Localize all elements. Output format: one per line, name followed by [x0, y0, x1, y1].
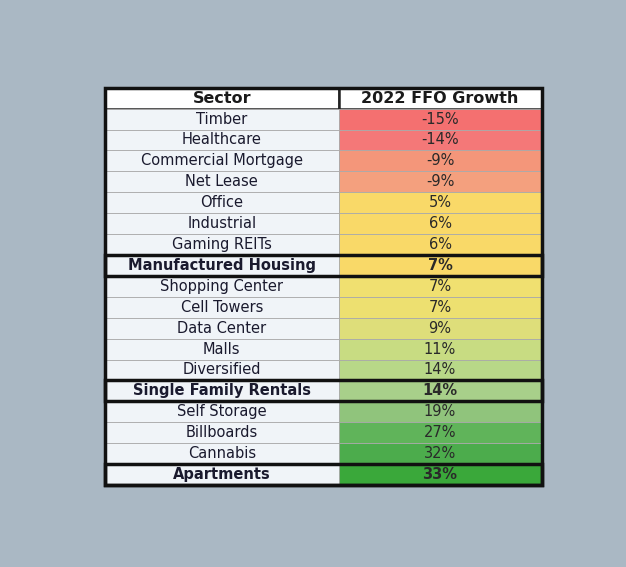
- FancyBboxPatch shape: [339, 422, 541, 443]
- FancyBboxPatch shape: [339, 255, 541, 276]
- Text: 2022 FFO Growth: 2022 FFO Growth: [361, 91, 519, 105]
- Text: Single Family Rentals: Single Family Rentals: [133, 383, 310, 399]
- FancyBboxPatch shape: [105, 380, 339, 401]
- Text: -15%: -15%: [421, 112, 459, 126]
- FancyBboxPatch shape: [339, 318, 541, 338]
- FancyBboxPatch shape: [105, 297, 339, 318]
- FancyBboxPatch shape: [105, 171, 339, 192]
- FancyBboxPatch shape: [339, 234, 541, 255]
- FancyBboxPatch shape: [105, 422, 339, 443]
- Text: 27%: 27%: [424, 425, 456, 440]
- Text: 7%: 7%: [428, 279, 451, 294]
- Text: 11%: 11%: [424, 341, 456, 357]
- FancyBboxPatch shape: [339, 213, 541, 234]
- FancyBboxPatch shape: [105, 401, 339, 422]
- FancyBboxPatch shape: [339, 401, 541, 422]
- Text: 7%: 7%: [428, 300, 451, 315]
- Text: Office: Office: [200, 195, 244, 210]
- FancyBboxPatch shape: [339, 338, 541, 359]
- Text: 14%: 14%: [423, 383, 458, 399]
- Text: 14%: 14%: [424, 362, 456, 378]
- FancyBboxPatch shape: [105, 464, 339, 485]
- FancyBboxPatch shape: [105, 213, 339, 234]
- Text: Billboards: Billboards: [185, 425, 258, 440]
- FancyBboxPatch shape: [339, 171, 541, 192]
- Text: 32%: 32%: [424, 446, 456, 461]
- FancyBboxPatch shape: [339, 297, 541, 318]
- Text: Data Center: Data Center: [177, 321, 266, 336]
- FancyBboxPatch shape: [105, 443, 339, 464]
- FancyBboxPatch shape: [105, 88, 339, 109]
- Text: Sector: Sector: [192, 91, 251, 105]
- FancyBboxPatch shape: [339, 276, 541, 297]
- FancyBboxPatch shape: [339, 109, 541, 129]
- Text: Self Storage: Self Storage: [177, 404, 267, 420]
- FancyBboxPatch shape: [105, 276, 339, 297]
- Text: 9%: 9%: [429, 321, 451, 336]
- Text: Manufactured Housing: Manufactured Housing: [128, 258, 316, 273]
- FancyBboxPatch shape: [339, 88, 541, 109]
- Text: Shopping Center: Shopping Center: [160, 279, 283, 294]
- Text: 7%: 7%: [428, 258, 453, 273]
- Text: Cell Towers: Cell Towers: [180, 300, 263, 315]
- FancyBboxPatch shape: [105, 192, 339, 213]
- Text: Timber: Timber: [196, 112, 247, 126]
- FancyBboxPatch shape: [339, 380, 541, 401]
- FancyBboxPatch shape: [339, 192, 541, 213]
- Text: -9%: -9%: [426, 153, 454, 168]
- FancyBboxPatch shape: [105, 129, 339, 150]
- Text: Diversified: Diversified: [183, 362, 261, 378]
- Text: Malls: Malls: [203, 341, 240, 357]
- Text: 6%: 6%: [429, 237, 451, 252]
- FancyBboxPatch shape: [105, 318, 339, 338]
- FancyBboxPatch shape: [105, 234, 339, 255]
- Text: -14%: -14%: [421, 133, 459, 147]
- FancyBboxPatch shape: [339, 150, 541, 171]
- FancyBboxPatch shape: [339, 129, 541, 150]
- FancyBboxPatch shape: [105, 338, 339, 359]
- FancyBboxPatch shape: [105, 359, 339, 380]
- FancyBboxPatch shape: [105, 150, 339, 171]
- Text: Gaming REITs: Gaming REITs: [172, 237, 272, 252]
- Text: 33%: 33%: [423, 467, 458, 482]
- Text: Commercial Mortgage: Commercial Mortgage: [141, 153, 303, 168]
- Text: Apartments: Apartments: [173, 467, 270, 482]
- FancyBboxPatch shape: [339, 443, 541, 464]
- Text: 6%: 6%: [429, 216, 451, 231]
- FancyBboxPatch shape: [339, 464, 541, 485]
- Text: 19%: 19%: [424, 404, 456, 420]
- Text: 5%: 5%: [429, 195, 451, 210]
- FancyBboxPatch shape: [105, 109, 339, 129]
- Text: Healthcare: Healthcare: [182, 133, 262, 147]
- FancyBboxPatch shape: [105, 255, 339, 276]
- Text: Industrial: Industrial: [187, 216, 256, 231]
- Text: -9%: -9%: [426, 174, 454, 189]
- Text: Net Lease: Net Lease: [185, 174, 258, 189]
- FancyBboxPatch shape: [339, 359, 541, 380]
- Text: Cannabis: Cannabis: [188, 446, 256, 461]
